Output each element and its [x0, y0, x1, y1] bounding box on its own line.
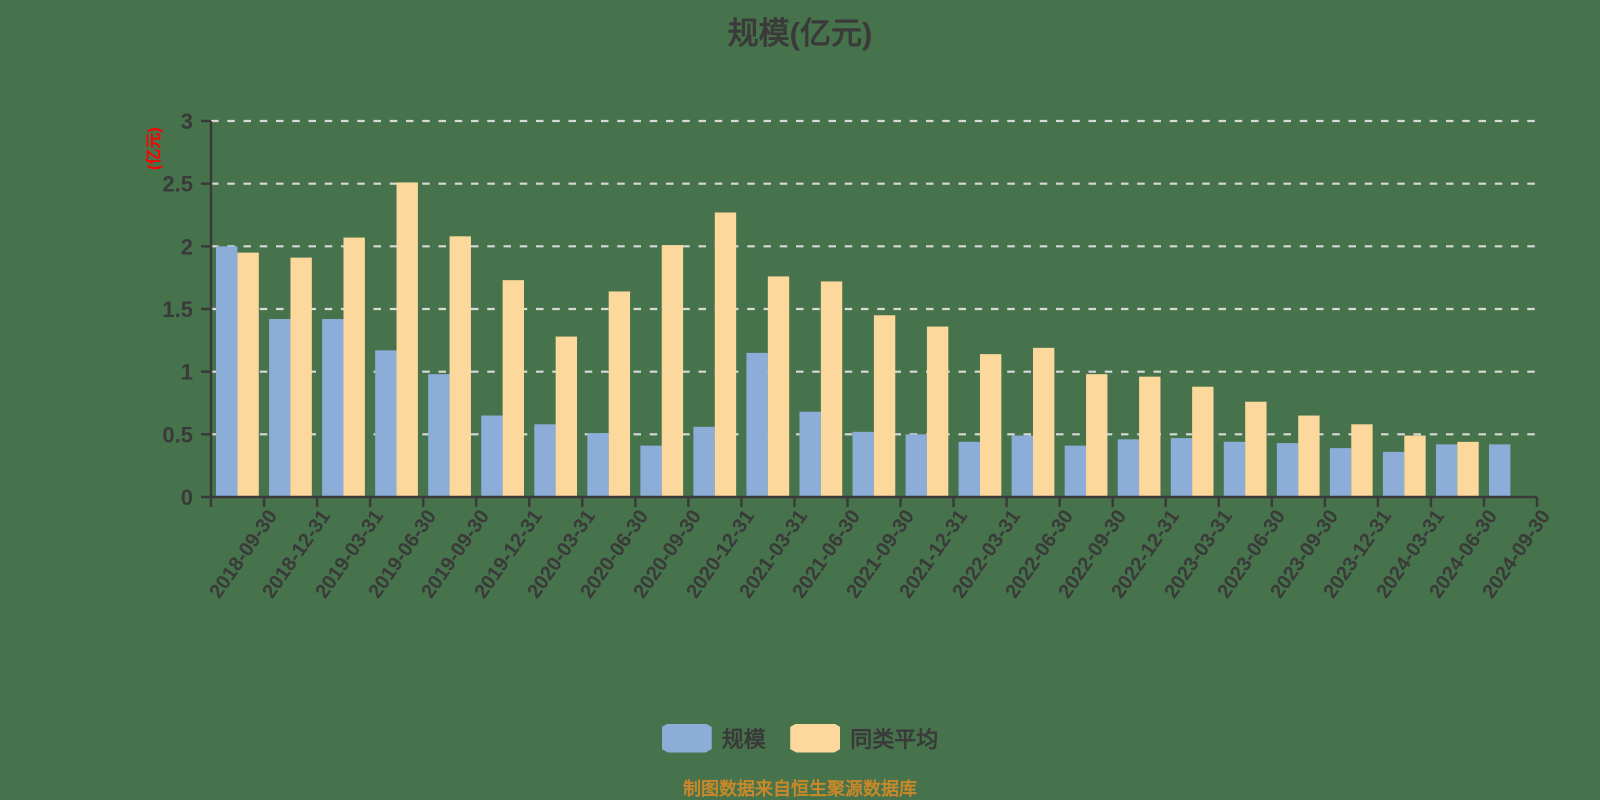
svg-text:1: 1 — [181, 360, 193, 385]
svg-text:3: 3 — [181, 109, 193, 134]
svg-text:2.5: 2.5 — [162, 172, 193, 197]
svg-text:0: 0 — [181, 485, 193, 510]
svg-text:0.5: 0.5 — [162, 422, 193, 447]
svg-text:1.5: 1.5 — [162, 297, 193, 322]
svg-text:2: 2 — [181, 234, 193, 259]
